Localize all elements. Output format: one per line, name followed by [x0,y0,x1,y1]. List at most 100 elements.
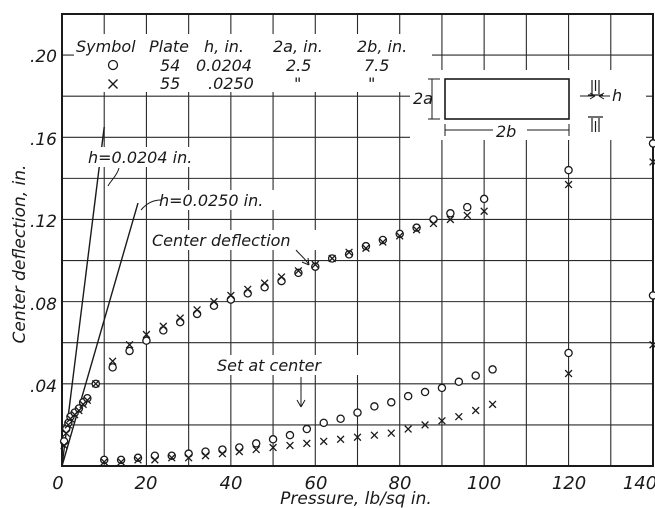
data-point-cross [387,429,396,437]
data-point-cross [564,180,573,189]
data-point-circle [370,402,379,411]
data-point-cross [370,431,379,440]
data-point-circle [311,262,320,271]
x-tick-label: 60 [305,473,328,494]
data-point-circle [167,451,177,460]
data-point-cross [176,314,185,322]
plot-frame [61,13,654,467]
data-point-circle [243,289,252,298]
annotation-bg [86,147,228,167]
data-point-cross [117,458,125,466]
data-point-circle [235,443,244,452]
data-point-circle [479,194,489,204]
x-tick-label: 80 [389,473,412,494]
data-point-cross [446,215,455,224]
data-point-cross [480,207,489,216]
data-point-cross [488,400,497,409]
data-point-cross [83,396,92,405]
data-point-circle [463,202,472,212]
data-point-cross [60,441,68,450]
data-point-circle [429,215,438,224]
legend-header: Symbol [76,37,136,56]
y-tick-label: .16 [30,130,57,150]
data-point-circle [277,276,286,286]
data-point-circle [454,377,464,387]
data-point-cross [294,266,303,275]
data-point-circle [420,387,430,397]
data-point-circle [260,283,269,292]
data-point-cross [269,443,277,452]
x-tick-label: 20 [135,473,158,494]
annotations: h=0.0204 in. h=0.0250 in. Center deflect… [86,147,383,408]
data-point-circle [648,291,655,300]
data-point-cross [210,297,218,306]
data-point-cross [151,455,159,464]
data-point-circle [175,317,185,327]
data-point-cross [252,445,261,454]
data-point-cross [319,437,328,446]
data-point-cross [328,254,337,263]
data-point-circle [387,398,396,407]
data-point-circle [150,451,160,460]
data-point-circle [218,445,227,454]
data-point-cross [649,340,655,349]
data-point-circle [59,437,69,446]
data-point-cross [134,455,142,464]
data-point-circle [344,250,354,259]
dimension-2b-label-bg [493,122,527,138]
data-point-circle [192,309,202,319]
y-tick-label: .12 [30,212,57,232]
data-points [59,139,655,466]
data-point-cross [260,279,269,288]
x-tick-label: 140 [623,473,655,494]
y-tick-label: .08 [30,295,57,315]
curve-label-set-at-center: Set at center [217,356,322,375]
data-point-circle [209,301,219,310]
legend-2b-value: " [368,74,375,93]
x-tick-labels: 0 20 40 60 80 100 120 140 [52,473,655,494]
data-point-cross [362,244,370,253]
dimension-h-arrows [580,92,610,100]
data-point-cross [62,429,71,437]
y-tick-label: .20 [30,47,57,67]
data-point-circle [251,439,261,448]
data-point-cross [353,433,362,442]
data-point-circle [378,235,388,245]
data-point-cross [454,412,463,421]
data-point-cross [395,232,404,240]
data-point-cross [286,441,294,450]
theory-lines [61,126,139,467]
legend-h-value: 0.0204 [196,56,252,75]
data-point-circle [446,209,455,218]
leader-line [107,167,120,187]
data-point-cross [167,453,176,462]
data-point-cross [184,453,193,462]
x-axis-label: Pressure, lb/sq in. [280,489,432,508]
legend-h-value: .0250 [208,74,254,93]
data-point-cross [345,248,353,257]
data-point-circle [108,363,117,372]
x-tick-label: 100 [467,473,501,494]
dimension-2a-label: 2a [413,89,433,108]
data-point-circle [285,430,295,440]
data-point-circle [142,336,151,345]
data-point-cross [100,458,109,466]
data-point-circle [319,418,328,428]
data-point-circle [116,455,126,465]
data-point-cross [235,447,244,456]
data-point-circle [361,241,371,251]
legend-circle-symbol [107,59,119,71]
data-point-circle [99,455,109,465]
data-point-cross [108,357,117,366]
legend-2b-value: 7.5 [364,56,389,75]
annotation-bg [215,355,383,375]
data-point-cross [226,291,235,300]
data-point-cross [412,225,421,234]
data-point-cross [649,158,655,166]
legend-plate-value: 55 [160,74,180,93]
theory-line-label: h=0.0204 in. [88,148,192,167]
sketch-background [410,70,646,140]
legend-header: 2a, in. [273,37,323,56]
data-point-circle [336,414,345,423]
